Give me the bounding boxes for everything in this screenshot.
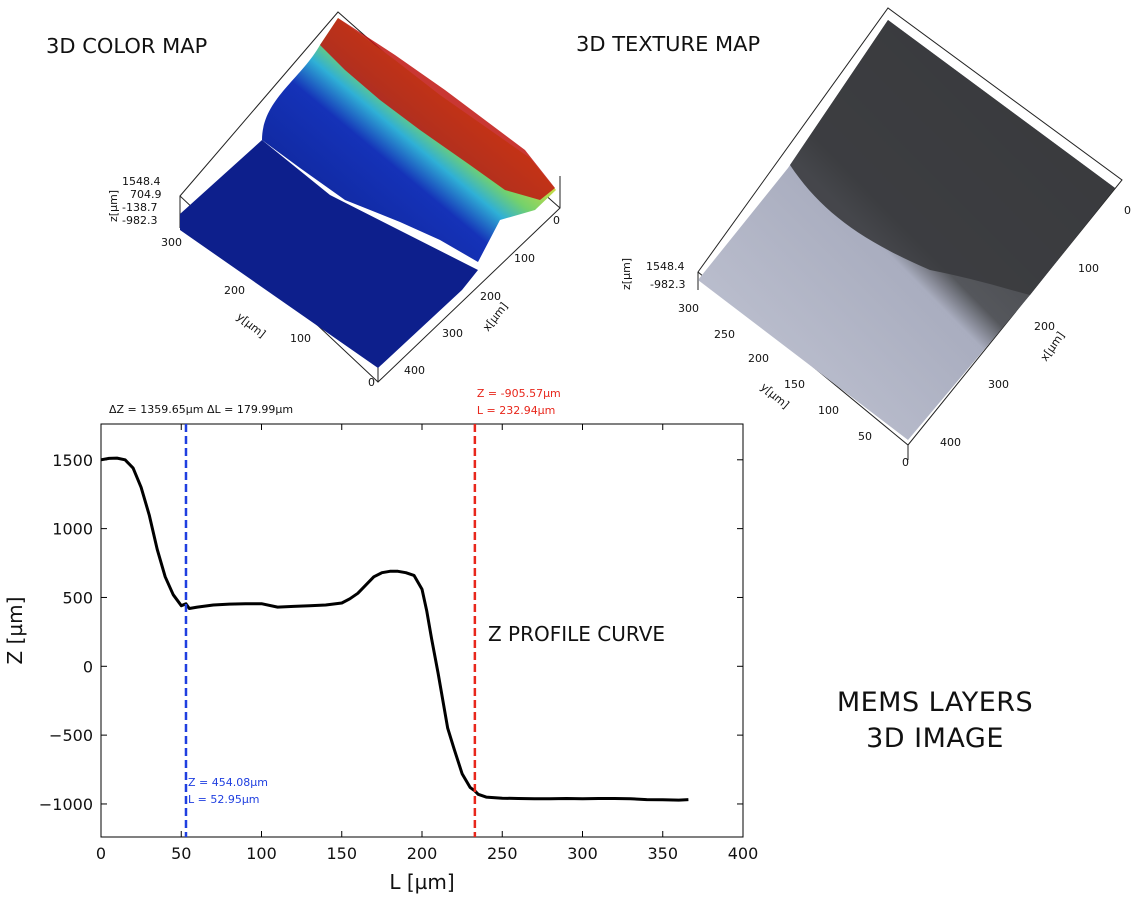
cm-z-tick: 1548.4 xyxy=(122,175,161,188)
tm-y-tick: 200 xyxy=(748,352,769,365)
cm-x-tick: 0 xyxy=(553,214,560,227)
texture-map-dark-layer xyxy=(790,20,1115,295)
x-tick-label: 200 xyxy=(407,844,438,863)
color-map-title: 3D COLOR MAP xyxy=(46,34,208,58)
delta-annotation: ΔZ = 1359.65μm ΔL = 179.99μm xyxy=(109,403,293,416)
tm-y-tick: 50 xyxy=(858,430,872,443)
y-axis-label: Z [µm] xyxy=(3,597,27,665)
tm-x-tick: 100 xyxy=(1078,262,1099,275)
y-tick-label: 1500 xyxy=(52,451,93,470)
right-marker-z-label: Z = -905.57μm xyxy=(477,387,561,400)
x-tick-label: 400 xyxy=(728,844,759,863)
texture-map-box xyxy=(697,7,1123,460)
y-tick-label: 500 xyxy=(62,588,93,607)
x-tick-label: 100 xyxy=(246,844,277,863)
cm-z-tick: -138.7 xyxy=(122,201,157,214)
cm-x-tick: 200 xyxy=(480,290,501,303)
z-profile-line xyxy=(100,456,689,802)
cm-z-tick: -982.3 xyxy=(122,214,157,227)
x-axis-label: L [µm] xyxy=(389,870,454,894)
right-marker-l-label: L = 232.94μm xyxy=(477,404,556,417)
tm-z-tick: 1548.4 xyxy=(646,260,685,273)
z-profile-label: Z PROFILE CURVE xyxy=(488,622,666,646)
x-tick-label: 150 xyxy=(326,844,357,863)
tm-y-tick: 0 xyxy=(902,456,909,469)
cm-y-tick: 300 xyxy=(161,236,182,249)
tm-z-label: z[µm] xyxy=(620,258,633,290)
x-tick-label: 350 xyxy=(647,844,678,863)
tm-y-tick: 100 xyxy=(818,404,839,417)
left-marker-l-label: L = 52.95μm xyxy=(188,793,260,806)
cm-x-tick: 300 xyxy=(442,327,463,340)
cm-z-tick: 704.9 xyxy=(130,188,162,201)
left-marker-z-label: Z = 454.08μm xyxy=(188,776,268,789)
mems-title: MEMS LAYERS 3D IMAGE xyxy=(780,685,1090,757)
x-tick-label: 0 xyxy=(96,844,106,863)
x-tick-label: 300 xyxy=(567,844,598,863)
mems-title-line2: 3D IMAGE xyxy=(866,723,1004,754)
y-tick-label: 0 xyxy=(83,657,93,676)
tm-x-tick: 200 xyxy=(1034,320,1055,333)
cm-z-label: z[µm] xyxy=(107,190,120,222)
tm-y-tick: 250 xyxy=(714,328,735,341)
tm-x-tick: 300 xyxy=(988,378,1009,391)
texture-map-title: 3D TEXTURE MAP xyxy=(576,32,761,56)
texture-map-3d: 1548.4 -982.3 z[µm] 300 250 200 150 100 … xyxy=(620,7,1131,469)
x-tick-label: 50 xyxy=(171,844,191,863)
cm-x-tick: 400 xyxy=(404,364,425,377)
tm-x-tick: 400 xyxy=(940,436,961,449)
color-map-low-layer xyxy=(180,140,478,368)
tm-x-tick: 0 xyxy=(1124,204,1131,217)
x-tick-label: 250 xyxy=(487,844,518,863)
color-map-raised-layer xyxy=(262,18,556,262)
cm-x-tick: 100 xyxy=(514,252,535,265)
tm-z-tick: -982.3 xyxy=(650,278,685,291)
z-profile-plot-area: 0 50 100 150 200 250 300 350 400 −1000 −500 0 500 100… xyxy=(3,387,758,894)
y-tick-label: −500 xyxy=(49,726,93,745)
cm-y-tick: 100 xyxy=(290,332,311,345)
color-map-3d: 1548.4 704.9 -138.7 -982.3 z[µm] 300 200… xyxy=(107,11,561,389)
y-tick-label: −1000 xyxy=(39,795,93,814)
color-map-top-layer xyxy=(320,18,555,200)
tm-y-tick: 300 xyxy=(678,302,699,315)
y-tick-label: 1000 xyxy=(52,520,93,539)
tm-y-tick: 150 xyxy=(784,378,805,391)
mems-title-line1: MEMS LAYERS xyxy=(836,687,1034,718)
cm-y-tick: 200 xyxy=(224,284,245,297)
cm-y-tick: 0 xyxy=(368,376,375,389)
